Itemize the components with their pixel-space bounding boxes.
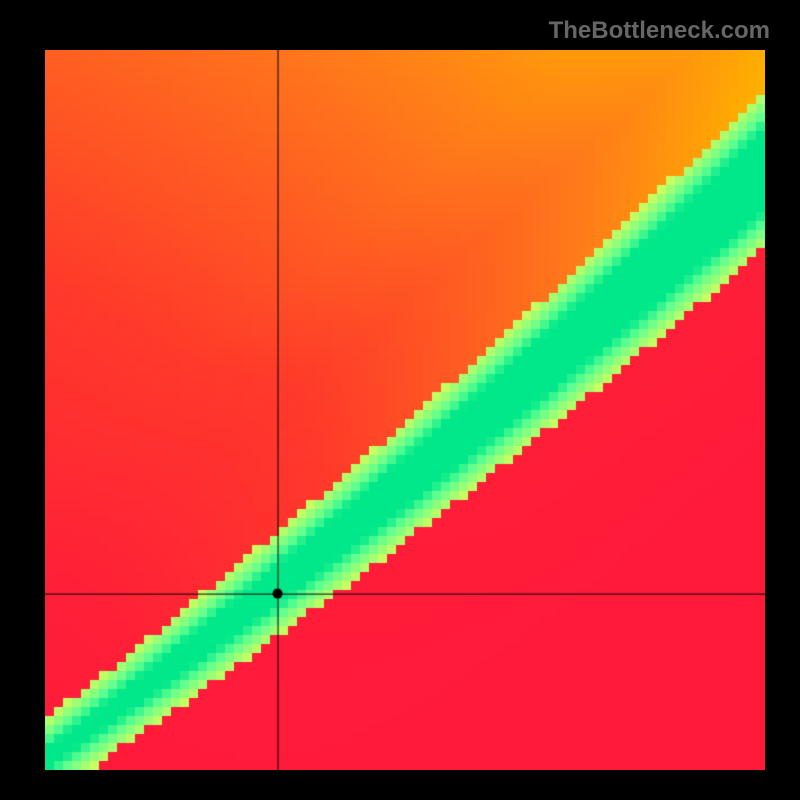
chart-container: TheBottleneck.com bbox=[0, 0, 800, 800]
bottleneck-heatmap bbox=[45, 50, 765, 770]
watermark-text: TheBottleneck.com bbox=[549, 17, 770, 45]
